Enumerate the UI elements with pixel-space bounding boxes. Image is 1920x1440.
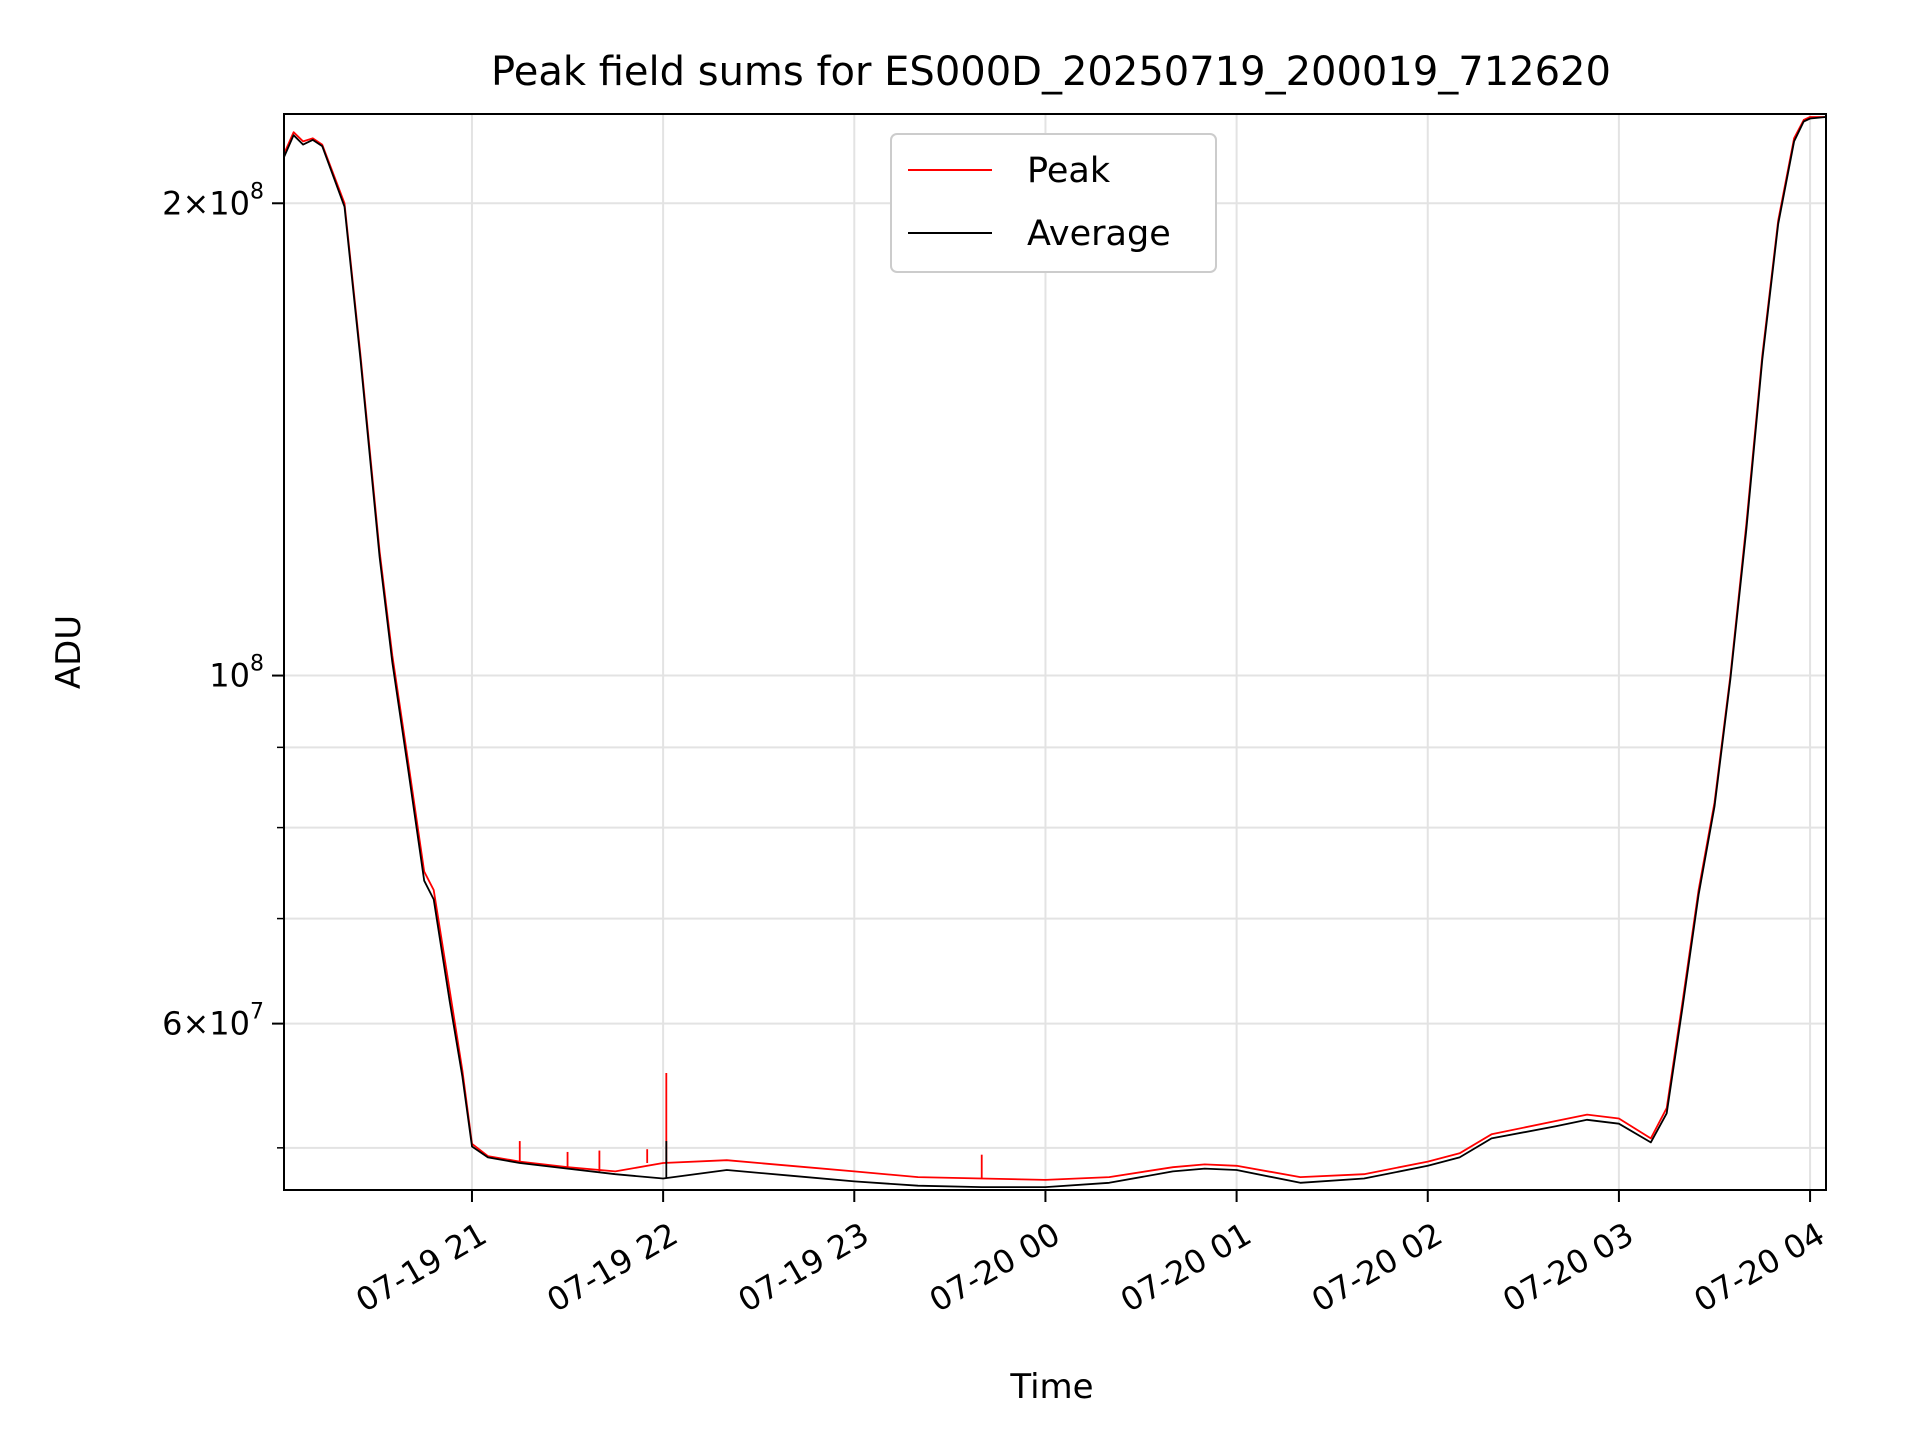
y-tick-exponent: 8 [250, 179, 264, 204]
plot-area-frame [283, 113, 1827, 1191]
x-axis-label: Time [1009, 1367, 1093, 1407]
legend: Peak Average [890, 133, 1217, 273]
gridlines [284, 114, 1826, 1190]
y-tick-exponent: 7 [250, 1000, 264, 1025]
y-tick-label: 108 [209, 652, 264, 695]
y-axis-ticks: 2×108 108 6×107 [162, 179, 284, 1149]
y-tick-exponent: 8 [250, 652, 264, 677]
legend-label-average: Average [1027, 214, 1171, 254]
plot-series [283, 116, 1827, 1188]
y-tick-label: 2×108 [162, 179, 264, 222]
series-line-average [283, 116, 1827, 1188]
y-tick-mantissa: 6 [162, 1005, 182, 1043]
y-tick-mantissa: 2 [162, 184, 182, 222]
legend-frame [890, 133, 1217, 273]
y-axis-label: ADU [49, 615, 89, 689]
legend-label-peak: Peak [1027, 151, 1111, 191]
chart-title: Peak field sums for ES000D_20250719_2000… [491, 49, 1611, 95]
y-tick-label: 6×107 [162, 1000, 264, 1043]
